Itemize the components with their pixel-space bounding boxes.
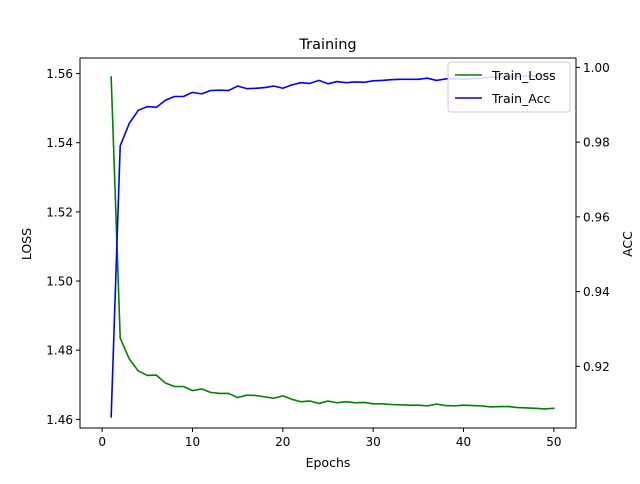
chart-title: Training xyxy=(298,37,356,53)
y-left-tick-label: 1.52 xyxy=(46,205,73,219)
y-axis-left-label: LOSS xyxy=(19,228,34,260)
legend-label-train-acc: Train_Acc xyxy=(491,91,550,106)
x-axis-label: Epochs xyxy=(306,455,351,470)
ticks: 0 10 20 30 40 50 1.46 1.48 1.50 1.52 1.54 1.56 0.92 0… xyxy=(46,61,609,449)
y-left-tick-label: 1.56 xyxy=(46,67,73,81)
series-line-train-loss xyxy=(110,76,555,410)
x-tick-label: 0 xyxy=(98,435,106,449)
x-tick-label: 20 xyxy=(275,435,290,449)
axes xyxy=(79,57,577,429)
y-left-tick-label: 1.54 xyxy=(46,136,73,150)
y-right-tick-label: 0.98 xyxy=(583,136,610,150)
series-lines xyxy=(110,74,555,418)
x-tick-label: 10 xyxy=(185,435,200,449)
y-right-tick-label: 0.96 xyxy=(583,210,610,224)
x-tick-label: 30 xyxy=(366,435,381,449)
y-left-tick-label: 1.46 xyxy=(46,413,73,427)
series-line-train-acc xyxy=(110,74,555,418)
x-tick-label: 50 xyxy=(546,435,561,449)
y-axis-right-label: ACC xyxy=(620,231,635,257)
y-right-tick-label: 0.92 xyxy=(583,360,610,374)
plot-frame xyxy=(79,57,577,429)
legend: Train_Loss Train_Acc xyxy=(447,61,571,113)
x-tick-label: 40 xyxy=(456,435,471,449)
y-right-tick-label: 1.00 xyxy=(583,61,610,75)
y-left-tick-label: 1.48 xyxy=(46,344,73,358)
y-left-tick-label: 1.50 xyxy=(46,275,73,289)
legend-label-train-loss: Train_Loss xyxy=(491,68,556,83)
y-right-tick-label: 0.94 xyxy=(583,285,610,299)
